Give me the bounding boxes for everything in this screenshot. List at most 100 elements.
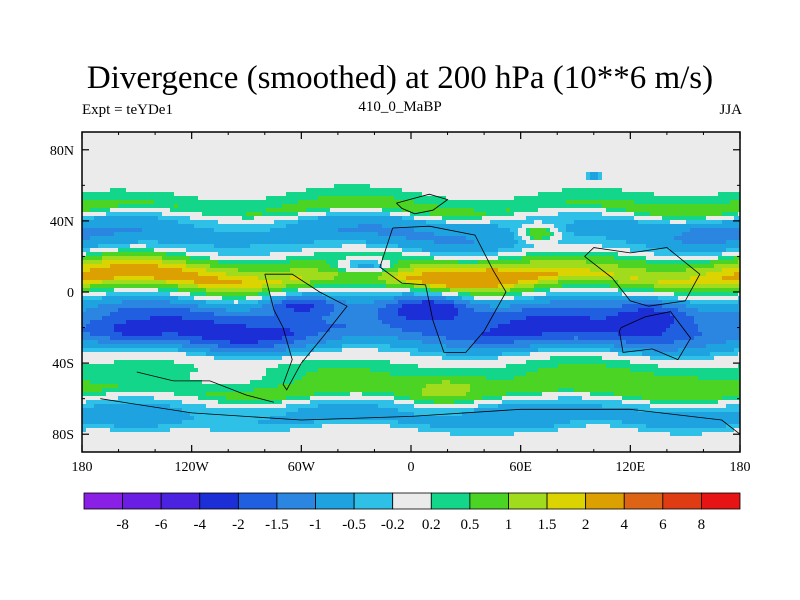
field-cell [286, 212, 291, 217]
field-cell [666, 236, 671, 241]
field-cell [362, 192, 367, 197]
field-cell [630, 232, 635, 237]
field-cell [722, 136, 727, 141]
field-cell [210, 248, 215, 253]
field-cell [146, 160, 151, 165]
field-cell [150, 160, 155, 165]
field-cell [362, 180, 367, 185]
field-cell [186, 252, 191, 257]
field-cell [258, 144, 263, 149]
field-cell [658, 244, 663, 249]
field-cell [286, 224, 291, 229]
field-cell [262, 216, 267, 221]
field-cell [646, 220, 651, 225]
field-cell [374, 220, 379, 225]
field-cell [258, 180, 263, 185]
field-cell [290, 140, 295, 145]
field-cell [502, 140, 507, 145]
field-cell [362, 228, 367, 233]
field-cell [194, 136, 199, 141]
field-cell [378, 216, 383, 221]
field-cell [626, 200, 631, 205]
field-cell [406, 164, 411, 169]
field-cell [602, 244, 607, 249]
field-cell [446, 180, 451, 185]
field-cell [98, 216, 103, 221]
field-cell [394, 192, 399, 197]
field-cell [610, 208, 615, 213]
field-cell [102, 136, 107, 141]
field-cell [294, 176, 299, 181]
field-cell [298, 232, 303, 237]
field-cell [586, 140, 591, 145]
field-cell [342, 152, 347, 157]
field-cell [182, 236, 187, 241]
field-cell [262, 220, 267, 225]
field-cell [386, 244, 391, 249]
field-cell [282, 196, 287, 201]
field-cell [290, 156, 295, 161]
field-cell [154, 172, 159, 177]
field-cell [390, 144, 395, 149]
field-cell [682, 132, 687, 137]
field-cell [618, 176, 623, 181]
field-cell [566, 144, 571, 149]
field-cell [702, 204, 707, 209]
field-cell [458, 144, 463, 149]
field-cell [570, 212, 575, 217]
field-cell [142, 208, 147, 213]
field-cell [706, 156, 711, 161]
field-cell [730, 232, 735, 237]
field-cell [254, 136, 259, 141]
field-cell [426, 208, 431, 213]
field-cell [578, 208, 583, 213]
field-cell [410, 188, 415, 193]
field-cell [514, 184, 519, 189]
field-cell [738, 144, 741, 149]
field-cell [314, 228, 319, 233]
field-cell [638, 168, 643, 173]
field-cell [566, 176, 571, 181]
field-cell [510, 248, 515, 253]
field-cell [526, 136, 531, 141]
field-cell [366, 244, 371, 249]
field-cell [362, 216, 367, 221]
field-cell [226, 176, 231, 181]
field-cell [422, 192, 427, 197]
field-cell [434, 200, 439, 205]
field-cell [430, 176, 435, 181]
field-cell [686, 152, 691, 157]
field-cell [98, 232, 103, 237]
field-cell [338, 136, 343, 141]
field-cell [358, 224, 363, 229]
field-cell [398, 228, 403, 233]
field-cell [290, 192, 295, 197]
field-cell [398, 240, 403, 245]
field-cell [718, 136, 723, 141]
field-cell [506, 208, 511, 213]
field-cell [198, 180, 203, 185]
field-cell [94, 240, 99, 245]
field-cell [718, 240, 723, 245]
field-cell [102, 240, 107, 245]
field-cell [586, 236, 591, 241]
field-cell [146, 188, 151, 193]
field-cell [342, 168, 347, 173]
field-cell [222, 240, 227, 245]
field-cell [698, 208, 703, 213]
field-cell [118, 196, 123, 201]
field-cell [410, 172, 415, 177]
field-cell [322, 144, 327, 149]
field-cell [506, 132, 511, 137]
field-cell [242, 132, 247, 137]
field-cell [118, 220, 123, 225]
field-cell [666, 188, 671, 193]
field-cell [330, 152, 335, 157]
field-cell [530, 208, 535, 213]
field-cell [446, 132, 451, 137]
field-cell [570, 132, 575, 137]
field-cell [498, 216, 503, 221]
field-cell [242, 160, 247, 165]
field-cell [254, 244, 259, 249]
field-cell [454, 244, 459, 249]
